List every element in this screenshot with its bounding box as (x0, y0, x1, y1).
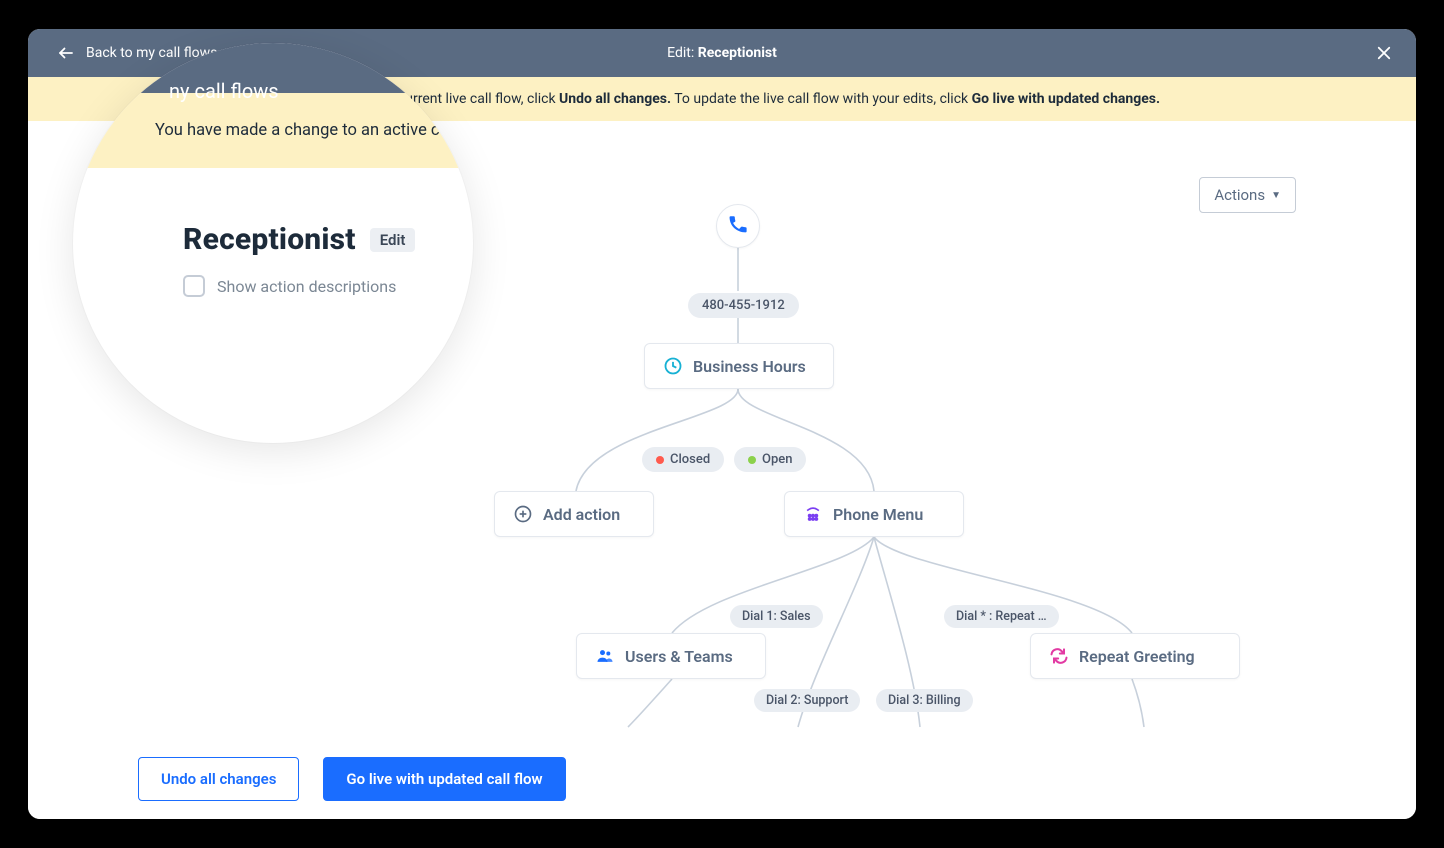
flow-pill-label: Dial * : Repeat … (956, 609, 1047, 624)
go-live-button[interactable]: Go live with updated call flow (323, 757, 565, 801)
flow-node-pm[interactable]: Phone Menu (784, 491, 964, 537)
magnifier-back-fragment: ny call flows (169, 79, 279, 103)
flow-pill-label: Dial 3: Billing (888, 693, 961, 708)
plus-icon (513, 504, 533, 524)
flow-node-add[interactable]: Add action (494, 491, 654, 537)
clock-icon (663, 356, 683, 376)
flow-pill-closed[interactable]: Closed (642, 447, 724, 472)
flow-node-label: Repeat Greeting (1079, 647, 1195, 666)
flow-pill-label: Dial 1: Sales (742, 609, 811, 624)
flow-node-label: Phone Menu (833, 505, 923, 524)
flow-pill-label: Dial 2: Support (766, 693, 848, 708)
flow-pill-label: Open (762, 452, 792, 467)
phone-icon (727, 213, 749, 239)
footer: Undo all changes Go live with updated ca… (28, 739, 1416, 819)
flow-root[interactable] (716, 204, 760, 248)
magnifier-overlay: ny call flows You have made a change to … (73, 43, 473, 443)
undo-button[interactable]: Undo all changes (138, 757, 299, 801)
flow-node-rg[interactable]: Repeat Greeting (1030, 633, 1240, 679)
magnifier-notice: You have made a change to an active c (73, 93, 473, 168)
flow-name-heading: Receptionist (183, 222, 356, 257)
flow-node-label: Add action (543, 505, 620, 524)
flow-node-label: Users & Teams (625, 647, 733, 666)
menu-icon (803, 504, 823, 524)
flow-pill-dstar[interactable]: Dial * : Repeat … (944, 605, 1059, 628)
flow-node-ut[interactable]: Users & Teams (576, 633, 766, 679)
status-dot-icon (748, 456, 756, 464)
checkbox-icon (183, 275, 205, 297)
flow-pill-label: Closed (670, 452, 710, 467)
status-dot-icon (656, 456, 664, 464)
flow-pill-d3[interactable]: Dial 3: Billing (876, 689, 973, 712)
flow-node-bh[interactable]: Business Hours (644, 343, 834, 389)
flow-pill-open[interactable]: Open (734, 447, 806, 472)
flow-pill-d2[interactable]: Dial 2: Support (754, 689, 860, 712)
phone-number-pill[interactable]: 480-455-1912 (688, 293, 799, 318)
flow-node-label: Business Hours (693, 357, 806, 376)
flow-pill-d1[interactable]: Dial 1: Sales (730, 605, 823, 628)
users-icon (595, 646, 615, 666)
repeat-icon (1049, 646, 1069, 666)
editor-frame: Back to my call flows Edit: Receptionist… (28, 29, 1416, 819)
edit-name-button[interactable]: Edit (370, 228, 416, 252)
show-descriptions-checkbox[interactable]: Show action descriptions (183, 275, 473, 297)
